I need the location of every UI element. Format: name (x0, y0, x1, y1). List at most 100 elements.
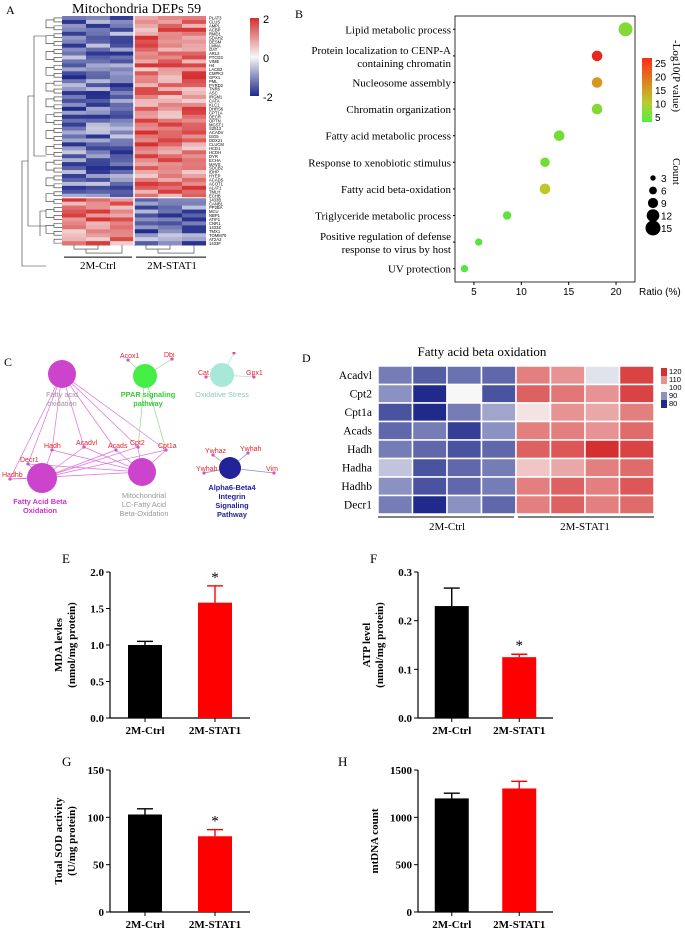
heatmap-cell (110, 197, 134, 203)
heatmap-cell (110, 23, 134, 29)
heatmap-cell (110, 209, 134, 214)
size-legend-tick: 12 (661, 212, 673, 223)
heatmap-cell (515, 383, 552, 404)
heatmap-cell (62, 177, 86, 183)
heatmap-cell (62, 193, 86, 199)
gene-node (114, 448, 118, 452)
dendrogram-branch (45, 193, 54, 202)
gene-label: DDX21 (209, 138, 223, 143)
heatmap-cell (86, 205, 110, 210)
gene-label: MAVS (209, 162, 221, 167)
heatmap-cell (134, 27, 158, 33)
gene-node-label: Ywhab (196, 466, 218, 473)
x-tick-label: 20 (610, 287, 622, 298)
heatmap-cell (110, 146, 134, 151)
dendrogram-branch (53, 136, 62, 141)
heatmap-cell (110, 130, 134, 135)
heatmap-cell (515, 476, 552, 497)
heatmap-cell (134, 150, 158, 155)
heatmap-cell (110, 162, 134, 167)
legend-swatch (661, 384, 667, 392)
heatmap-cell (182, 16, 206, 21)
heatmap-cell (446, 402, 483, 423)
dendrogram-branch (53, 112, 62, 118)
heatmap-cell (62, 95, 86, 100)
gene-node (136, 445, 140, 449)
gene-label: 1433B (209, 197, 221, 202)
hub-label-ppar: PPAR signaling (121, 390, 176, 399)
heatmap-cell (134, 189, 158, 195)
dendrogram-branch (45, 177, 54, 187)
dendrogram-branch (53, 41, 62, 46)
heatmap-cell (182, 87, 206, 92)
heatmap-cell (110, 229, 134, 234)
group-label-ctrl: 2M-Ctrl (80, 260, 116, 272)
heatmap-cell (62, 205, 86, 210)
heatmap-cell (110, 27, 134, 33)
heatmap-cell (480, 420, 517, 441)
heatmap-cell (182, 83, 206, 88)
heatmap-cell (182, 39, 206, 45)
heatmap-cell (549, 494, 586, 515)
hub-label-fabo: Fatty Acid Beta (13, 497, 67, 506)
heatmap-cell (86, 241, 110, 246)
size-legend-tick: 3 (661, 174, 667, 185)
heatmap-cell (446, 439, 483, 460)
bubble-point (540, 157, 550, 168)
row-label: Hadha (342, 463, 372, 475)
row-label: Acadvl (339, 370, 372, 382)
heatmap-cell (134, 185, 158, 191)
heatmap-cell (62, 229, 86, 234)
color-legend-tick: 25 (655, 59, 667, 70)
heatmap-cell (134, 181, 158, 187)
network-edge (61, 373, 139, 448)
network-edge (61, 373, 117, 451)
term-label-line: containing chromatin (357, 58, 451, 70)
heatmap-cell (110, 51, 134, 56)
heatmap-cell (158, 241, 182, 246)
bar (502, 657, 537, 718)
gene-label: VIME (209, 59, 219, 64)
heatmap-cell (584, 494, 621, 515)
heatmap-cell (182, 185, 206, 191)
heatmap-cell (86, 158, 110, 163)
heatmap-cell (62, 51, 86, 56)
hub-label-ox: Oxidative Stress (195, 390, 249, 399)
heatmap-cell (62, 75, 86, 80)
group-label-ctrl: 2M-Ctrl (429, 521, 465, 533)
panel-letter: B (295, 7, 303, 21)
heatmap-cell (182, 91, 206, 96)
heatmap-cell (515, 365, 552, 386)
heatmap-cell (86, 177, 110, 183)
heatmap-cell (86, 197, 110, 203)
heatmap-cell (134, 91, 158, 96)
gene-node-label: Ywhaz (205, 448, 227, 455)
heatmap-cell (134, 213, 158, 218)
heatmap-cell (62, 197, 86, 203)
heatmap-cell (86, 23, 110, 29)
gene-label: SDAH2 (209, 35, 224, 40)
hub-label-mito: Mitochondrial (122, 491, 166, 500)
gene-label: PTCD3 (209, 55, 223, 60)
dendrogram-branch (53, 65, 62, 70)
term-label: Fatty acid beta-oxidation (341, 184, 451, 196)
heatmap-cell (110, 138, 134, 143)
heatmap-cell (110, 19, 134, 25)
heatmap-cell (86, 31, 110, 37)
gene-label: ECHA (209, 158, 221, 163)
heatmap-cell (549, 402, 586, 423)
heatmap-cell (480, 365, 517, 386)
heatmap-cell (158, 189, 182, 195)
dendrogram-branch (53, 120, 62, 125)
dendrogram-branch (45, 114, 54, 123)
heatmap-cell (480, 494, 517, 515)
heatmap-cell (515, 439, 552, 460)
bubble-point (553, 130, 565, 141)
heatmap-cell (110, 174, 134, 179)
heatmap-cell (86, 130, 110, 135)
heatmap-cell (86, 146, 110, 151)
dendrogram-branch (53, 215, 62, 220)
heatmap-cell (377, 439, 414, 460)
gene-node (202, 471, 206, 475)
heatmap-cell (62, 185, 86, 191)
